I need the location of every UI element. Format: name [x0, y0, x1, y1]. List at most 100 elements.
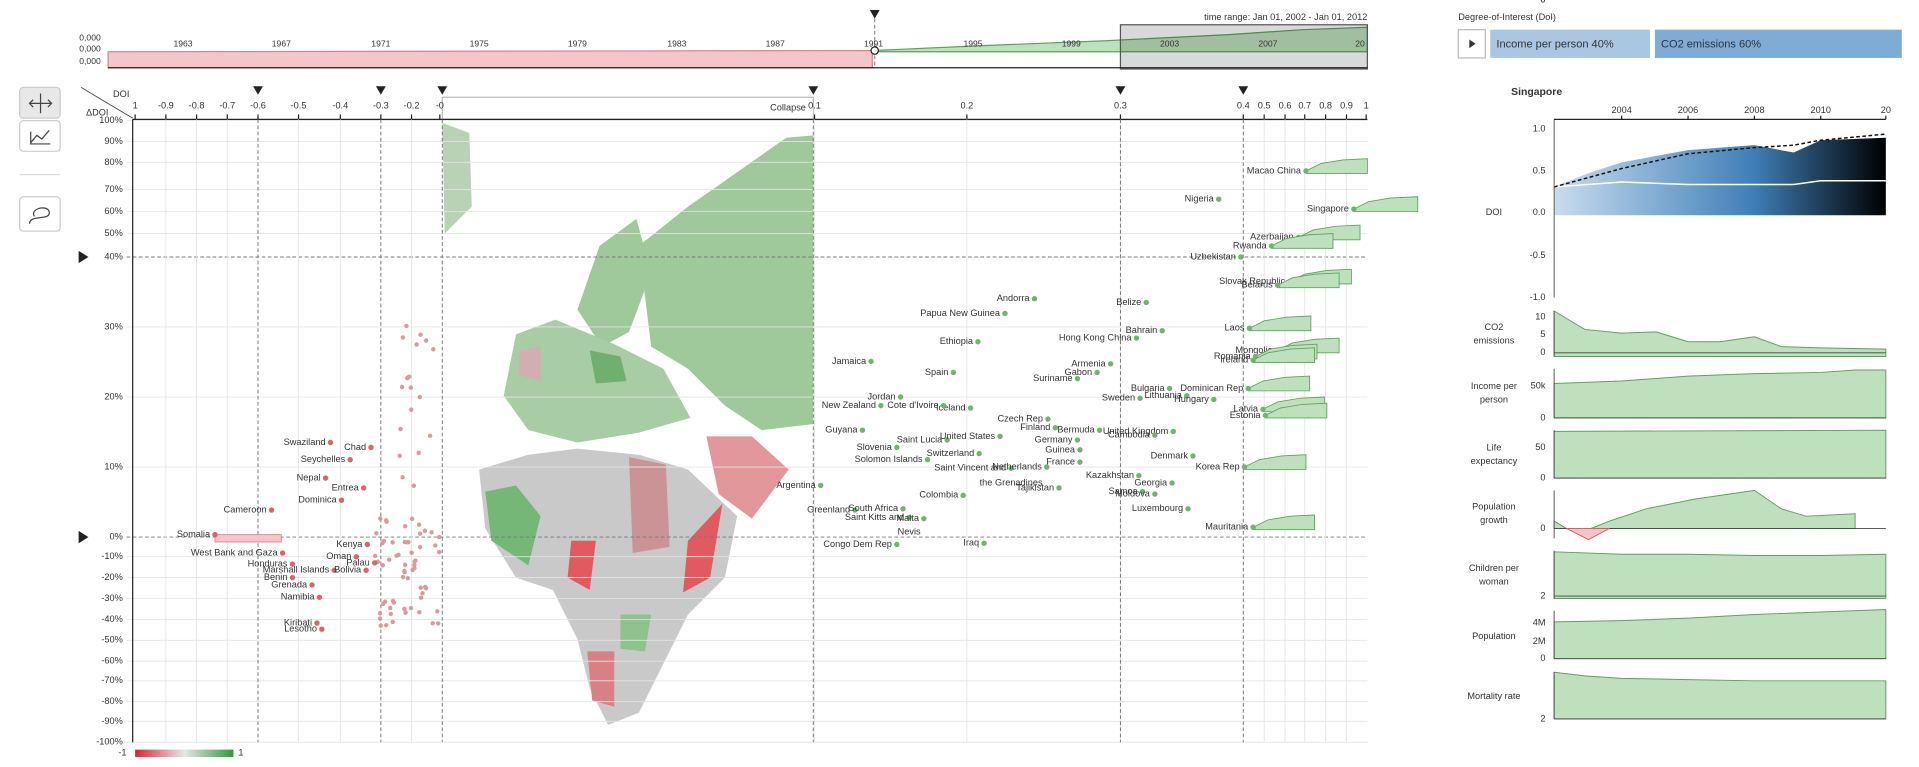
country-label[interactable]: Kazakhstan [1086, 470, 1134, 480]
country-dot[interactable] [950, 369, 957, 376]
country-label[interactable]: Suriname [1033, 373, 1072, 383]
country-dot[interactable] [368, 444, 374, 451]
country-label[interactable]: Georgia [1134, 477, 1168, 487]
country-label[interactable]: Slovak Republic [1219, 276, 1285, 286]
country-label[interactable]: Cambodia [1108, 430, 1151, 440]
country-dot[interactable] [1211, 396, 1217, 403]
country-dot[interactable] [1159, 327, 1165, 334]
country-dot[interactable] [894, 444, 900, 451]
country-dot[interactable] [1274, 282, 1281, 288]
country-label[interactable]: Armenia [1071, 358, 1106, 368]
country-dot[interactable] [852, 507, 858, 513]
country-dot[interactable] [1260, 406, 1266, 413]
country-label[interactable]: Entrea [332, 482, 360, 492]
country-dot[interactable] [1045, 416, 1051, 422]
delta-marker[interactable] [78, 250, 89, 264]
country-dot[interactable] [322, 475, 329, 481]
country-dot[interactable] [906, 514, 912, 521]
country-dot[interactable] [878, 402, 884, 409]
country-label[interactable]: Saint Kitts and [845, 512, 904, 522]
country-label[interactable]: Azerbaijan [1250, 232, 1294, 242]
country-label[interactable]: Slovenia [857, 442, 893, 452]
country-label[interactable]: Czech Rep [998, 414, 1044, 424]
country-dot[interactable] [364, 541, 371, 548]
country-label[interactable]: Moldova [1115, 489, 1151, 499]
country-dot[interactable] [319, 626, 325, 632]
doi-marker[interactable] [808, 86, 819, 95]
country-dot[interactable] [1250, 524, 1256, 530]
country-dot[interactable] [1143, 299, 1149, 306]
country-label[interactable]: United Kingdom [1103, 426, 1169, 436]
country-label[interactable]: Netherlands [992, 461, 1042, 471]
country-dot[interactable] [1077, 447, 1083, 453]
country-label[interactable]: Seychelles [301, 454, 346, 464]
country-label[interactable]: Tajikistan [1016, 482, 1054, 492]
country-label[interactable]: Cote d'Ivoire [887, 400, 938, 410]
country-label[interactable]: Solomon Islands [855, 454, 923, 464]
country-label[interactable]: Rwanda [1233, 240, 1268, 250]
doi-marker[interactable] [437, 86, 448, 95]
time-marker[interactable] [869, 10, 880, 19]
country-label[interactable]: Saint Vincent and [934, 463, 1006, 473]
country-dot[interactable] [1136, 472, 1142, 479]
country-dot[interactable] [347, 456, 353, 463]
country-label[interactable]: Jordan [867, 391, 895, 401]
country-label[interactable]: Romania [1214, 351, 1252, 361]
country-label[interactable]: Switzerland [927, 448, 975, 458]
weight-button[interactable] [1654, 29, 1902, 58]
country-dot[interactable] [1044, 464, 1050, 470]
country-dot[interactable] [1170, 428, 1176, 435]
collapse-box[interactable] [441, 96, 814, 120]
country-dot[interactable] [1152, 491, 1158, 497]
country-dot[interactable] [1216, 196, 1222, 202]
country-dot[interactable] [1031, 296, 1038, 302]
country-label[interactable]: Mongolia [1235, 345, 1273, 355]
country-label[interactable]: Colombia [919, 490, 959, 500]
weight-label[interactable]: CO2 emissions 60% [1661, 38, 1761, 50]
delta-marker[interactable] [78, 530, 89, 544]
country-dot[interactable] [309, 582, 315, 588]
country-label[interactable]: Iceland [936, 403, 966, 413]
country-dot[interactable] [316, 594, 323, 600]
country-dot[interactable] [1074, 437, 1081, 443]
country-label[interactable]: Honduras [248, 559, 288, 569]
country-label[interactable]: Singapore [1307, 203, 1349, 213]
country-dot[interactable] [924, 456, 931, 463]
country-dot[interactable] [960, 492, 966, 499]
country-dot[interactable] [1246, 325, 1253, 331]
country-label[interactable]: Denmark [1151, 450, 1189, 460]
country-label[interactable]: Bermuda [1057, 425, 1095, 435]
country-dot[interactable] [944, 437, 950, 443]
country-dot[interactable] [360, 485, 367, 491]
country-dot[interactable] [975, 339, 981, 345]
country-label[interactable]: South Africa [848, 503, 899, 513]
country-label[interactable]: Greenland [807, 504, 850, 514]
country-dot[interactable] [279, 550, 286, 556]
country-label[interactable]: Luxembourg [1132, 503, 1183, 513]
country-label[interactable]: Grenada [271, 579, 308, 589]
country-label[interactable]: Guinea [1045, 444, 1076, 454]
country-dot[interactable] [1184, 393, 1190, 399]
country-label[interactable]: Hong Kong China [1059, 332, 1133, 342]
country-dot[interactable] [1139, 488, 1146, 495]
country-label[interactable]: Bulgaria [1131, 383, 1166, 393]
country-dot[interactable] [1096, 427, 1103, 433]
doi-marker[interactable] [1115, 86, 1126, 95]
country-label[interactable]: Papua New Guinea [920, 308, 1001, 318]
country-dot[interactable] [817, 482, 824, 489]
country-label[interactable]: Korea Rep [1196, 461, 1240, 471]
country-label[interactable]: Ireland [1220, 355, 1248, 365]
country-dot[interactable] [1152, 432, 1158, 438]
country-dot[interactable] [1303, 168, 1309, 174]
country-label[interactable]: Lesotho [284, 624, 317, 634]
country-label[interactable]: France [1046, 457, 1075, 467]
country-label[interactable]: Belarus [1242, 280, 1274, 290]
country-label[interactable]: Laos [1225, 323, 1245, 333]
country-dot[interactable] [1094, 369, 1100, 376]
country-dot[interactable] [1077, 459, 1083, 465]
country-dot[interactable] [921, 515, 927, 522]
country-label[interactable]: Somalia [177, 529, 211, 539]
country-dot[interactable] [1107, 361, 1114, 367]
country-dot[interactable] [997, 433, 1003, 440]
country-label[interactable]: Sweden [1102, 393, 1135, 403]
